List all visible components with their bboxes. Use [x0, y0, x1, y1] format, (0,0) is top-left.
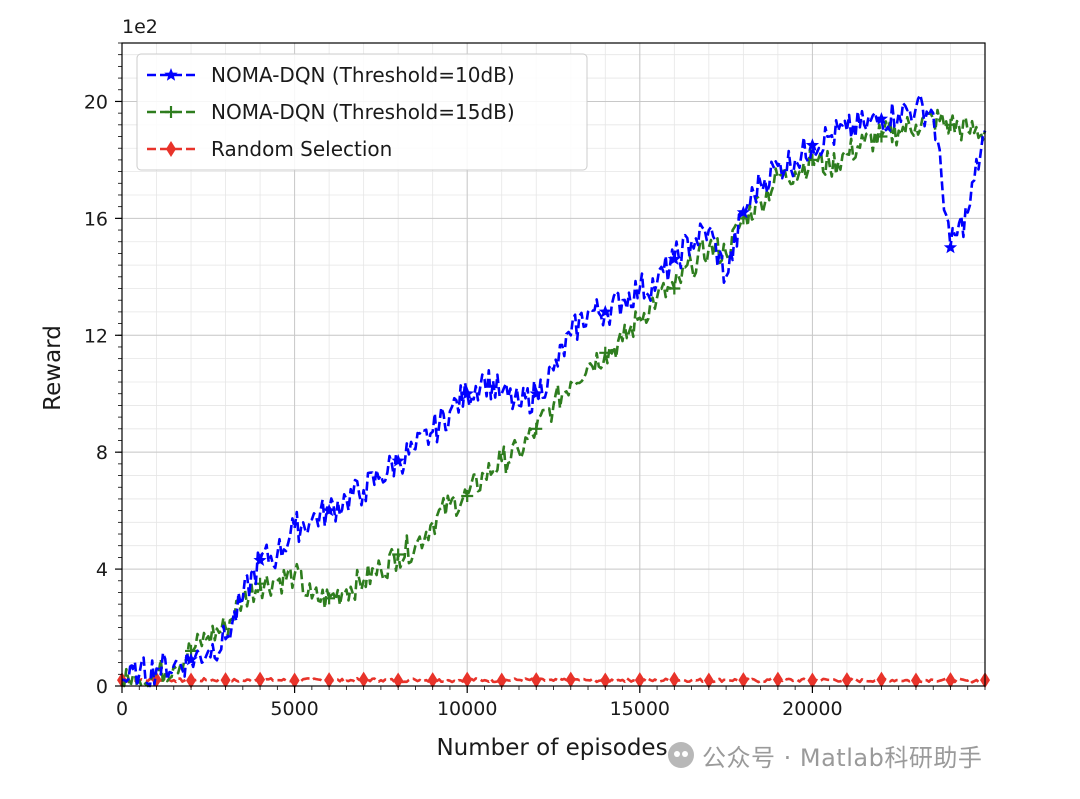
- data-point: [875, 130, 888, 143]
- legend-marker: [164, 68, 178, 81]
- x-tick-label: 0: [116, 698, 128, 720]
- data-point: [772, 671, 783, 688]
- x-tick-label: 10000: [437, 698, 497, 720]
- data-point: [289, 672, 300, 689]
- y-tick-label: 4: [96, 559, 108, 581]
- y-tick-label: 20: [84, 91, 108, 113]
- data-point: [738, 672, 749, 689]
- data-point: [462, 671, 473, 688]
- data-point: [460, 386, 474, 400]
- data-point: [600, 672, 611, 689]
- series-line-2: [120, 108, 987, 688]
- series-line-3: [121, 676, 986, 684]
- data-point: [807, 672, 818, 689]
- data-point: [910, 672, 921, 689]
- data-point: [531, 672, 542, 689]
- y-axis-multiplier: 1e2: [122, 16, 158, 38]
- x-tick-label: 20000: [782, 698, 842, 720]
- data-point: [669, 671, 680, 688]
- data-point: [496, 672, 507, 689]
- y-tick-label: 0: [96, 676, 108, 698]
- data-point: [322, 503, 336, 517]
- data-point: [220, 672, 231, 689]
- y-tick-label: 12: [84, 325, 108, 347]
- data-point: [667, 252, 681, 265]
- data-point: [184, 652, 198, 666]
- x-tick-labels: 0 5000 10000 15000 20000: [116, 698, 843, 720]
- watermark: 公众号 · Matlab科研助手: [668, 737, 982, 773]
- data-point: [841, 672, 852, 689]
- data-point: [943, 240, 958, 254]
- y-tick-label: 16: [84, 208, 108, 230]
- data-point: [668, 282, 681, 295]
- legend-marker: [166, 141, 176, 157]
- data-point: [461, 490, 474, 503]
- data-point: [530, 422, 543, 435]
- data-point: [391, 454, 405, 467]
- data-point: [324, 672, 335, 689]
- legend-entry: NOMA-DQN (Threshold=15dB): [211, 100, 515, 124]
- legend-entry: Random Selection: [211, 137, 392, 161]
- data-point: [944, 118, 957, 131]
- legend-marker: [165, 106, 177, 118]
- data-point: [598, 304, 612, 318]
- y-tick-label: 8: [96, 442, 108, 464]
- data-point: [736, 205, 750, 219]
- legend-box: [136, 53, 588, 171]
- data-point: [945, 672, 956, 689]
- data-point: [565, 671, 576, 688]
- data-point: [599, 346, 612, 359]
- series-line-1: [121, 93, 987, 688]
- wechat-icon: [668, 742, 694, 768]
- data-point: [358, 671, 369, 688]
- data-point: [427, 672, 438, 689]
- data-point: [253, 553, 267, 566]
- data-point: [703, 672, 714, 689]
- y-tick-labels: 0 4 8 12 16 20: [84, 91, 108, 698]
- x-tick-label: 15000: [610, 698, 670, 720]
- y-axis-label: Reward: [40, 325, 66, 411]
- series-layer: [117, 93, 990, 689]
- watermark-text: 公众号 · Matlab科研助手: [702, 743, 983, 772]
- x-tick-label: 5000: [270, 698, 318, 720]
- data-point: [186, 672, 197, 689]
- legend: NOMA-DQN (Threshold=10dB) NOMA-DQN (Thres…: [136, 53, 588, 171]
- data-point: [874, 112, 889, 125]
- data-point: [529, 386, 543, 400]
- data-point: [255, 671, 266, 688]
- data-point: [392, 548, 405, 561]
- data-point: [634, 672, 645, 689]
- data-point: [876, 671, 887, 688]
- legend-entry: NOMA-DQN (Threshold=10dB): [211, 63, 515, 87]
- data-point: [805, 138, 820, 151]
- axis-ticks: [115, 42, 986, 693]
- data-point: [323, 592, 336, 605]
- x-axis-label: Number of episodes: [436, 735, 667, 761]
- data-point: [393, 672, 404, 689]
